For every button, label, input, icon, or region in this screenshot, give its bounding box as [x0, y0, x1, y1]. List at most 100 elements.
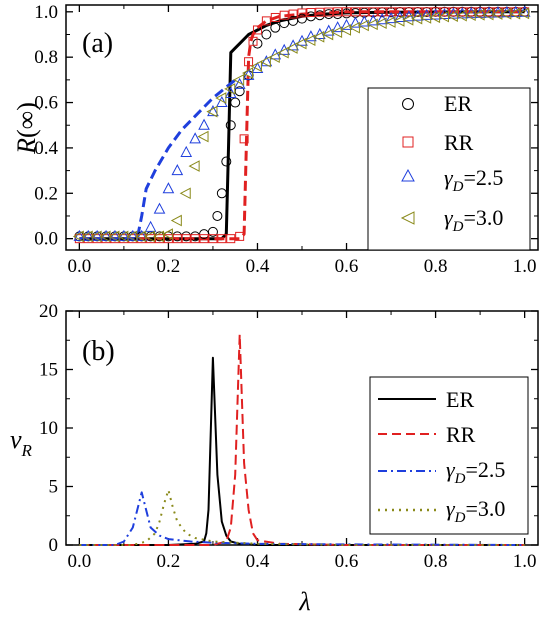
data-point-a — [306, 7, 316, 17]
curves-b — [79, 333, 525, 546]
data-point-a — [260, 55, 273, 67]
y-tick-label-a: 0.2 — [34, 183, 58, 204]
data-point-a — [411, 9, 424, 21]
data-point-a — [82, 229, 95, 241]
legend-a-g30-marker — [400, 211, 415, 225]
panel-label-a: (a) — [82, 28, 113, 59]
data-point-a — [297, 8, 307, 18]
legend-a-g25-label: γD=2.5 — [444, 165, 503, 195]
y-axis-label-a: R(∞) — [12, 102, 41, 155]
legend-a-g30-val: =3.0 — [464, 205, 504, 230]
x-tick-label-b: 0.2 — [157, 551, 181, 572]
data-point-a — [456, 7, 469, 19]
data-point-a — [375, 17, 387, 29]
legend-b-g25-sym: γ — [446, 457, 456, 482]
data-point-a — [199, 234, 209, 244]
x-tick-label-b: 0.6 — [335, 551, 359, 572]
data-point-a — [153, 202, 166, 214]
data-point-a — [324, 7, 334, 17]
data-point-a — [162, 182, 175, 194]
data-point-a — [212, 210, 223, 221]
legend-a-g25-sym: γ — [444, 165, 454, 190]
data-point-a — [420, 8, 433, 20]
data-point-a — [315, 7, 325, 17]
y-axis-label-b: νR — [10, 425, 33, 460]
y-axis-label-a-main: R — [12, 138, 41, 155]
x-tick-label-b: 0.8 — [424, 551, 448, 572]
x-tick-label-a: 0.4 — [246, 256, 270, 277]
data-point-a — [270, 22, 281, 33]
data-point-a — [241, 67, 254, 79]
data-point-a — [207, 226, 218, 237]
data-point-a — [295, 37, 307, 50]
data-point-a — [261, 16, 271, 26]
data-point-a — [197, 130, 209, 143]
data-point-a — [278, 43, 291, 55]
data-point-a — [252, 25, 262, 35]
data-point-a — [331, 26, 343, 39]
data-point-a — [109, 229, 121, 241]
data-point-a — [422, 7, 432, 17]
y-axis-label-b-sub: R — [21, 441, 33, 460]
legend-a-rr-label: RR — [444, 130, 474, 155]
x-axis-label-b: λ — [298, 587, 310, 616]
data-point-a — [288, 9, 298, 19]
legend-a-er-marker — [402, 98, 414, 110]
data-point-a — [215, 92, 227, 104]
data-point-a — [357, 19, 369, 32]
legend-a-rr-marker — [402, 136, 414, 148]
y-tick-label-a: 0.0 — [34, 229, 58, 250]
data-point-a — [188, 160, 200, 172]
panel-label-b: (b) — [82, 336, 115, 367]
data-point-a — [313, 27, 326, 39]
data-point-a — [244, 57, 254, 67]
legend-a-g25-sub: D — [452, 179, 464, 195]
data-point-a — [226, 234, 236, 244]
data-point-a — [404, 7, 414, 17]
legend-b-g25-val: =2.5 — [466, 457, 506, 482]
panel-a: 0.0 0.2 0.4 0.6 0.8 1.0 0.0 0.2 0.4 0.6 0.8 1.0 (a)… — [12, 2, 539, 277]
data-point-a — [233, 74, 245, 86]
data-point-a — [171, 164, 184, 176]
data-point-a — [235, 231, 245, 241]
data-point-a — [340, 18, 353, 30]
y-tick-label-a: 1.0 — [34, 2, 58, 23]
x-tick-label-a: 0.2 — [157, 256, 181, 277]
data-point-a — [259, 55, 271, 68]
data-point-a — [172, 234, 182, 244]
ticks-a: 0.0 0.2 0.4 0.6 0.8 1.0 0.0 0.2 0.4 0.6 0.8 1.0 — [34, 2, 538, 277]
data-point-a — [189, 132, 201, 144]
data-point-a — [304, 34, 316, 46]
data-point-a — [287, 39, 299, 51]
data-point-a — [518, 7, 530, 20]
markers-a — [72, 5, 531, 244]
data-point-a — [313, 30, 325, 43]
legend-b-g30-label: γD=3.0 — [446, 496, 505, 526]
data-point-a — [277, 46, 289, 59]
legend-b-g25-label: γD=2.5 — [446, 457, 505, 487]
data-point-a — [225, 120, 236, 131]
data-point-a — [349, 16, 362, 28]
data-point-a — [393, 15, 405, 27]
data-point-a — [206, 105, 218, 118]
legend-a-g30-sub: D — [452, 219, 464, 235]
data-point-a — [377, 7, 387, 17]
data-point-a — [207, 105, 219, 117]
data-point-a — [384, 16, 396, 28]
y-tick-label-a: 0.4 — [34, 138, 58, 159]
y-tick-label-b: 15 — [39, 360, 58, 381]
data-point-a — [333, 7, 343, 17]
legend-a-g30-label: γD=3.0 — [444, 205, 503, 235]
data-point-a — [161, 228, 173, 240]
data-point-a — [269, 48, 282, 60]
x-tick-label-a: 0.6 — [335, 256, 359, 277]
data-point-a — [268, 51, 280, 64]
legend-b-box — [369, 376, 529, 535]
series-line-a — [79, 78, 237, 241]
y-tick-label-b: 10 — [39, 418, 58, 439]
legend-b-g25-sub: D — [454, 471, 466, 487]
legend-b-g30-val: =3.0 — [466, 496, 506, 521]
legend-a: ER RR γD=2.5 γD=3.0 — [367, 87, 531, 251]
data-point-a — [170, 214, 182, 227]
legend-b-g30-sub: D — [454, 510, 466, 526]
